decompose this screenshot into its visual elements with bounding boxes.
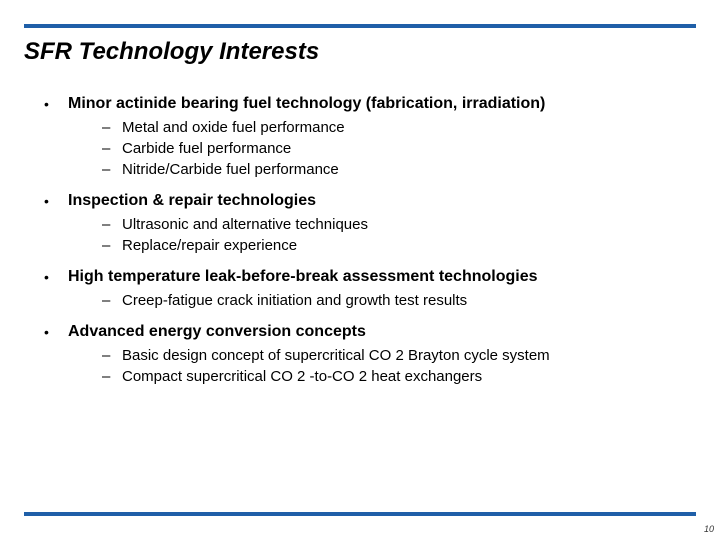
bullet-text: Minor actinide bearing fuel technology (… <box>68 94 545 114</box>
bullet-level2: –Replace/repair experience <box>102 236 696 255</box>
bullet-level1: • Minor actinide bearing fuel technology… <box>44 94 696 114</box>
bullet-level2: –Ultrasonic and alternative techniques <box>102 215 696 234</box>
page-number: 10 <box>704 524 714 534</box>
bottom-rule <box>24 512 696 516</box>
bullet-dash: – <box>102 367 122 386</box>
bullet-dot: • <box>44 191 68 211</box>
bullet-dot: • <box>44 94 68 114</box>
bullet-level1: • High temperature leak-before-break ass… <box>44 267 696 287</box>
sub-bullet-text: Replace/repair experience <box>122 236 297 255</box>
bullet-dash: – <box>102 215 122 234</box>
sub-bullet-text: Basic design concept of supercritical CO… <box>122 346 550 365</box>
slide-title: SFR Technology Interests <box>24 38 696 66</box>
bullet-dash: – <box>102 139 122 158</box>
bullet-dash: – <box>102 236 122 255</box>
bullet-level1: • Inspection & repair technologies <box>44 191 696 211</box>
top-rule <box>24 24 696 28</box>
bullet-text: Advanced energy conversion concepts <box>68 322 366 342</box>
sub-bullet-text: Nitride/Carbide fuel performance <box>122 160 339 179</box>
sub-bullet-text: Ultrasonic and alternative techniques <box>122 215 368 234</box>
bullet-text: Inspection & repair technologies <box>68 191 316 211</box>
bullet-dot: • <box>44 322 68 342</box>
sub-bullets: –Metal and oxide fuel performance –Carbi… <box>44 118 696 179</box>
bullet-dash: – <box>102 291 122 310</box>
bullet-level2: –Carbide fuel performance <box>102 139 696 158</box>
bullet-level1: • Advanced energy conversion concepts <box>44 322 696 342</box>
sub-bullet-text: Creep-fatigue crack initiation and growt… <box>122 291 467 310</box>
content-block: • Minor actinide bearing fuel technology… <box>24 94 696 386</box>
bullet-dash: – <box>102 118 122 137</box>
bullet-dash: – <box>102 160 122 179</box>
sub-bullets: –Ultrasonic and alternative techniques –… <box>44 215 696 255</box>
bullet-level2: –Compact supercritical CO 2 -to-CO 2 hea… <box>102 367 696 386</box>
sub-bullets: –Creep-fatigue crack initiation and grow… <box>44 291 696 310</box>
sub-bullet-text: Metal and oxide fuel performance <box>122 118 345 137</box>
sub-bullet-text: Carbide fuel performance <box>122 139 291 158</box>
bullet-level2: –Creep-fatigue crack initiation and grow… <box>102 291 696 310</box>
sub-bullet-text: Compact supercritical CO 2 -to-CO 2 heat… <box>122 367 482 386</box>
bullet-level2: –Nitride/Carbide fuel performance <box>102 160 696 179</box>
bullet-text: High temperature leak-before-break asses… <box>68 267 538 287</box>
sub-bullets: –Basic design concept of supercritical C… <box>44 346 696 386</box>
slide: SFR Technology Interests • Minor actinid… <box>0 0 720 540</box>
bullet-level2: –Metal and oxide fuel performance <box>102 118 696 137</box>
bullet-dot: • <box>44 267 68 287</box>
bullet-level2: –Basic design concept of supercritical C… <box>102 346 696 365</box>
bullet-dash: – <box>102 346 122 365</box>
